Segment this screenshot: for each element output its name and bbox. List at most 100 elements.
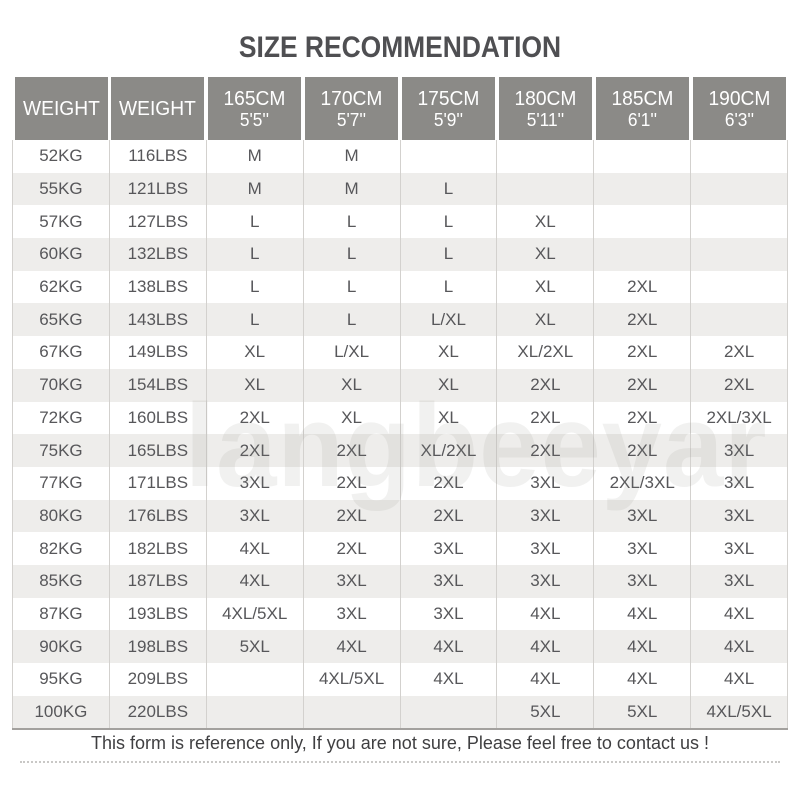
column-header: WEIGHT <box>14 77 108 140</box>
size-cell: 2XL <box>303 466 401 500</box>
column-header: 180CM 5'11'' <box>498 77 592 140</box>
column-header: 165CM 5'5'' <box>208 77 302 140</box>
weight-cell: 62KG <box>12 270 110 304</box>
size-cell: 3XL <box>690 564 788 598</box>
size-cell: 3XL <box>303 564 401 598</box>
size-cell: 2XL <box>206 401 304 435</box>
size-cell: L <box>303 270 401 304</box>
size-cell: 3XL <box>593 564 692 598</box>
size-cell: XL/2XL <box>496 336 595 369</box>
size-cell: 2XL <box>206 434 304 467</box>
size-cell: 2XL <box>303 499 401 533</box>
size-cell: 2XL <box>593 368 692 402</box>
weight-cell: 57KG <box>12 205 110 239</box>
size-cell: 3XL <box>690 466 788 500</box>
weight-cell: 182LBS <box>109 532 207 565</box>
size-cell: 2XL <box>400 466 498 500</box>
size-cell: XL <box>496 303 595 337</box>
weight-cell: 132LBS <box>109 238 207 271</box>
size-cell: 4XL <box>496 663 595 696</box>
table-row: 82KG 182LBS 4XL 2XL 3XL 3XL 3XL 3XL <box>12 532 788 565</box>
weight-cell: 52KG <box>12 140 110 173</box>
size-cell: L <box>206 303 304 337</box>
size-cell: 3XL <box>206 466 304 500</box>
weight-cell: 193LBS <box>109 597 207 631</box>
size-cell <box>496 172 595 206</box>
size-cell: XL <box>206 368 304 402</box>
size-cell: 4XL/5XL <box>690 695 788 730</box>
size-cell <box>690 205 788 239</box>
weight-cell: 121LBS <box>109 172 207 206</box>
size-cell: 4XL <box>400 630 498 663</box>
size-cell: XL <box>496 238 595 271</box>
weight-cell: 171LBS <box>109 466 207 500</box>
size-cell: L <box>303 238 401 271</box>
size-cell: L <box>206 270 304 304</box>
size-cell <box>690 172 788 206</box>
size-cell: XL <box>400 336 498 369</box>
size-cell: 4XL <box>400 663 498 696</box>
size-cell: L <box>303 205 401 239</box>
size-cell: 2XL <box>593 303 692 337</box>
size-cell <box>303 695 401 730</box>
size-cell: 3XL <box>400 532 498 565</box>
size-cell <box>690 270 788 304</box>
weight-cell: 143LBS <box>109 303 207 337</box>
weight-cell: 77KG <box>12 466 110 500</box>
size-cell: 5XL <box>496 695 595 730</box>
size-cell: L <box>400 205 498 239</box>
weight-cell: 72KG <box>12 401 110 435</box>
table-row: 65KG 143LBS L L L/XL XL 2XL <box>12 303 788 337</box>
column-header: 170CM 5'7'' <box>305 77 399 140</box>
size-cell <box>206 663 304 696</box>
weight-cell: 127LBS <box>109 205 207 239</box>
size-cell: 2XL <box>690 368 788 402</box>
table-row: 57KG 127LBS L L L XL <box>12 205 788 239</box>
size-cell: 4XL <box>690 663 788 696</box>
size-cell: 2XL <box>593 270 692 304</box>
size-cell: 4XL/5XL <box>303 663 401 696</box>
size-cell: 2XL/3XL <box>690 401 788 435</box>
table-row: 75KG 165LBS 2XL 2XL XL/2XL 2XL 2XL 3XL <box>12 434 788 467</box>
table-row: 70KG 154LBS XL XL XL 2XL 2XL 2XL <box>12 368 788 402</box>
size-cell: 4XL <box>593 597 692 631</box>
size-recommendation-table: WEIGHT WEIGHT 165CM 5'5'' 170CM 5'7'' 175CM 5'9… <box>12 77 788 730</box>
table-row: 55KG 121LBS M M L <box>12 172 788 206</box>
column-header: 175CM 5'9'' <box>401 77 495 140</box>
size-cell: L <box>400 270 498 304</box>
size-cell: 3XL <box>303 597 401 631</box>
size-cell <box>400 695 498 730</box>
size-cell: XL/2XL <box>400 434 498 467</box>
weight-cell: 149LBS <box>109 336 207 369</box>
weight-cell: 154LBS <box>109 368 207 402</box>
column-header: WEIGHT <box>111 77 205 140</box>
size-cell: 5XL <box>593 695 692 730</box>
size-cell <box>690 140 788 173</box>
weight-cell: 82KG <box>12 532 110 565</box>
size-cell: 3XL <box>690 434 788 467</box>
size-cell: 2XL <box>303 532 401 565</box>
weight-cell: 100KG <box>12 695 110 730</box>
weight-cell: 75KG <box>12 434 110 467</box>
size-cell <box>206 695 304 730</box>
weight-cell: 116LBS <box>109 140 207 173</box>
size-cell: XL <box>496 205 595 239</box>
size-cell: L/XL <box>400 303 498 337</box>
size-cell: L/XL <box>303 336 401 369</box>
weight-cell: 55KG <box>12 172 110 206</box>
dotted-divider <box>20 761 780 763</box>
table-row: 72KG 160LBS 2XL XL XL 2XL 2XL 2XL/3XL <box>12 401 788 435</box>
size-cell: L <box>303 303 401 337</box>
size-cell: XL <box>303 368 401 402</box>
table-row: 62KG 138LBS L L L XL 2XL <box>12 270 788 304</box>
header-row: WEIGHT WEIGHT 165CM 5'5'' 170CM 5'7'' 175CM 5'9… <box>13 77 788 140</box>
weight-cell: 187LBS <box>109 564 207 598</box>
size-cell <box>690 303 788 337</box>
size-cell: 4XL <box>496 630 595 663</box>
size-cell: 2XL <box>496 368 595 402</box>
table-row: 90KG 198LBS 5XL 4XL 4XL 4XL 4XL 4XL <box>12 630 788 663</box>
size-cell: XL <box>206 336 304 369</box>
size-cell: M <box>206 140 304 173</box>
size-cell: 2XL <box>303 434 401 467</box>
size-cell <box>593 140 692 173</box>
